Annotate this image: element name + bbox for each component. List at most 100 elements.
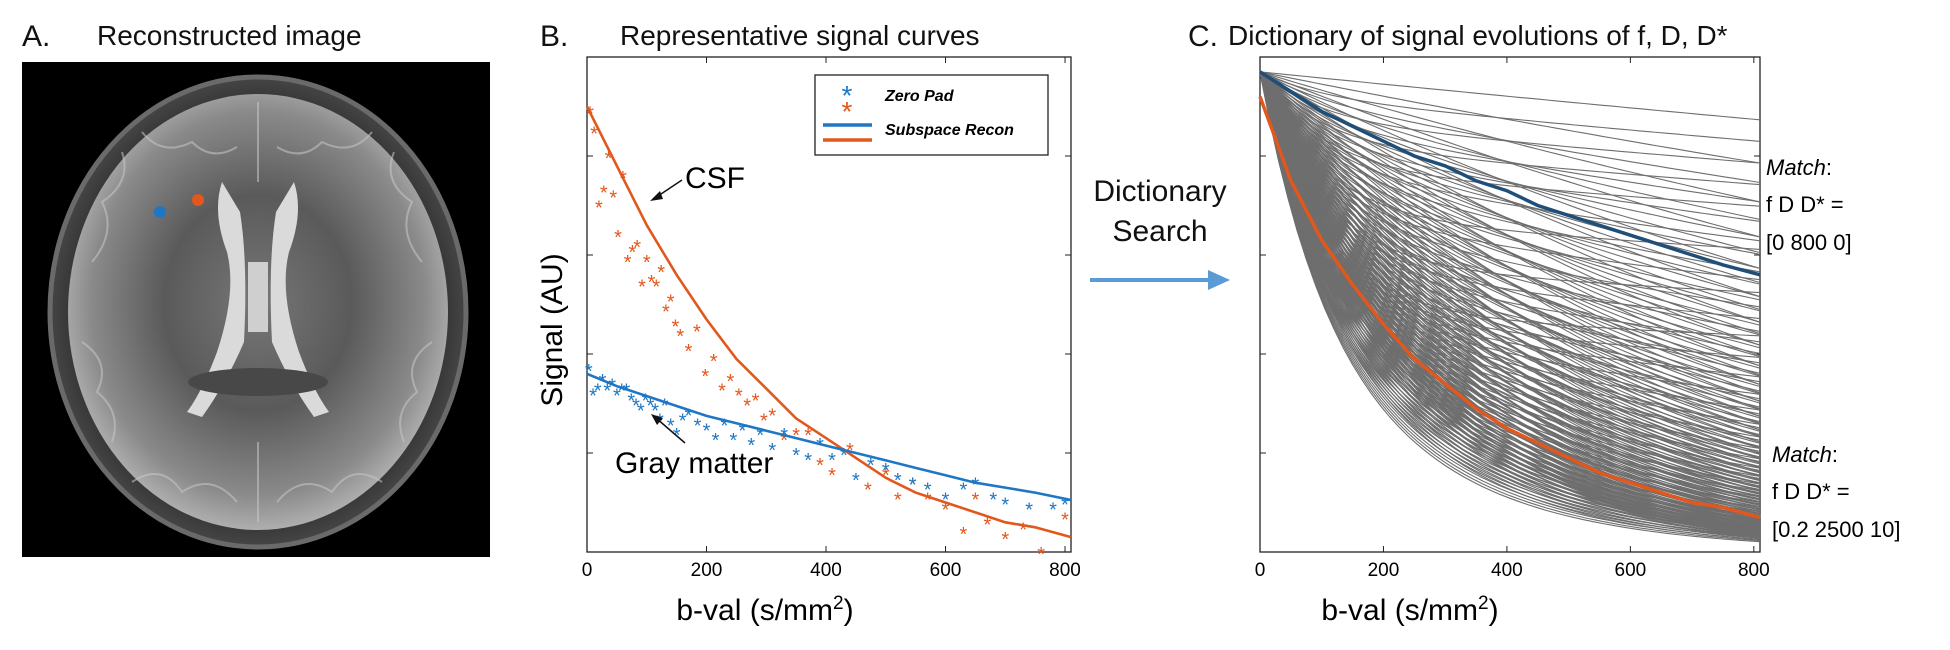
match-curve-csf-match bbox=[1258, 95, 1761, 520]
dictionary-curve bbox=[1259, 71, 1761, 203]
dictionary-curve bbox=[1259, 71, 1761, 408]
data-point-gray-matter-zero-pad: * bbox=[756, 425, 764, 447]
data-point-csf-zero-pad: * bbox=[667, 292, 675, 314]
dictionary-curve bbox=[1259, 71, 1761, 536]
data-point-csf-zero-pad: * bbox=[600, 183, 608, 205]
data-point-csf-zero-pad: * bbox=[727, 371, 735, 393]
b-x-tick-label: 400 bbox=[810, 560, 842, 581]
dictionary-curve bbox=[1259, 71, 1761, 404]
data-point-csf-zero-pad: * bbox=[804, 425, 812, 447]
panel-a-label: A. bbox=[22, 20, 51, 53]
csf-point bbox=[192, 194, 204, 206]
data-point-gray-matter-zero-pad: * bbox=[1001, 495, 1009, 517]
dictionary-curve bbox=[1259, 71, 1761, 349]
legend-subspace-recon: Subspace Recon bbox=[885, 122, 1014, 139]
gray-matter-point bbox=[154, 206, 166, 218]
data-point-csf-zero-pad: * bbox=[768, 405, 776, 427]
panel-b-title: Representative signal curves bbox=[620, 20, 980, 51]
dictionary-curve bbox=[1259, 71, 1761, 539]
data-point-gray-matter-zero-pad: * bbox=[679, 410, 687, 432]
data-point-csf-zero-pad: * bbox=[633, 237, 641, 259]
panel-c: C. Dictionary of signal evolutions of f,… bbox=[1180, 0, 1950, 650]
data-point-csf-zero-pad: * bbox=[735, 386, 743, 408]
dictionary-chart: 0 200 400 600 800 b-val (s/mm2) Match: f D D… bbox=[1255, 56, 1900, 627]
data-point-gray-matter-zero-pad: * bbox=[852, 470, 860, 492]
data-point-csf-zero-pad: * bbox=[909, 475, 917, 497]
match-annotation-gray-matter: Match: f D D* = [0 800 0] bbox=[1766, 155, 1852, 255]
data-point-csf-zero-pad: * bbox=[672, 316, 680, 338]
panel-a-title: Reconstructed image bbox=[97, 20, 362, 51]
dictionary-curve bbox=[1259, 71, 1761, 184]
dictionary-curve bbox=[1259, 71, 1761, 543]
panel-c-title: Dictionary of signal evolutions of f, D,… bbox=[1228, 20, 1728, 51]
dictionary-curve bbox=[1259, 71, 1761, 343]
c-axes-frame bbox=[1259, 56, 1761, 553]
dictionary-curve bbox=[1259, 71, 1761, 473]
data-point-gray-matter-zero-pad: * bbox=[729, 430, 737, 452]
dictionary-curve bbox=[1259, 71, 1761, 269]
data-point-csf-zero-pad: * bbox=[864, 480, 872, 502]
data-point-csf-zero-pad: * bbox=[657, 262, 665, 284]
dictionary-curve bbox=[1259, 71, 1761, 423]
dictionary-curve bbox=[1259, 71, 1761, 417]
data-point-csf-zero-pad: * bbox=[1001, 529, 1009, 551]
dictionary-curve bbox=[1259, 71, 1761, 238]
data-point-gray-matter-zero-pad: * bbox=[828, 450, 836, 472]
data-point-csf-zero-pad: * bbox=[780, 430, 788, 452]
dictionary-curve bbox=[1259, 71, 1761, 346]
data-point-gray-matter-zero-pad: * bbox=[738, 420, 746, 442]
data-point-gray-matter-zero-pad: * bbox=[792, 445, 800, 467]
data-point-csf-zero-pad: * bbox=[816, 455, 824, 477]
dictionary-curve bbox=[1259, 71, 1761, 455]
dictionary-search-arrow: Dictionary Search bbox=[1080, 175, 1240, 295]
dictionary-curve bbox=[1259, 71, 1761, 539]
signal-curves-chart: 0 200 400 600 800************************* **… bbox=[536, 56, 1080, 627]
c-x-tick-label: 400 bbox=[1491, 560, 1523, 581]
dictionary-curve bbox=[1259, 71, 1761, 525]
svg-text:f D D* =: f D D* = bbox=[1772, 479, 1850, 504]
data-point-csf-zero-pad: * bbox=[894, 490, 902, 512]
data-point-csf-zero-pad: * bbox=[605, 148, 613, 170]
dictionary-curve bbox=[1259, 71, 1761, 388]
dictionary-curve bbox=[1259, 71, 1761, 220]
data-point-csf-zero-pad: * bbox=[792, 425, 800, 447]
dictionary-curve bbox=[1259, 71, 1761, 386]
c-x-tick-label: 600 bbox=[1615, 560, 1647, 581]
dictionary-curve bbox=[1259, 71, 1761, 506]
data-point-gray-matter-zero-pad: * bbox=[594, 381, 602, 403]
data-point-csf-zero-pad: * bbox=[652, 277, 660, 299]
data-point-csf-zero-pad: * bbox=[924, 490, 932, 512]
data-point-gray-matter-zero-pad: * bbox=[909, 475, 917, 497]
data-point-gray-matter-zero-pad: * bbox=[627, 391, 635, 413]
svg-text:f D D* =: f D D* = bbox=[1766, 192, 1844, 217]
c-x-tick-label: 0 bbox=[1255, 560, 1266, 581]
dictionary-curve bbox=[1259, 71, 1761, 419]
data-point-csf-zero-pad: * bbox=[718, 381, 726, 403]
dictionary-curve bbox=[1259, 71, 1761, 121]
data-point-csf-zero-pad: * bbox=[1037, 544, 1045, 566]
fit-line-csf-subspace-recon bbox=[585, 105, 1072, 539]
dictionary-curve bbox=[1259, 71, 1761, 538]
data-point-csf-zero-pad: * bbox=[882, 465, 890, 487]
dictionary-curve bbox=[1259, 71, 1761, 142]
data-point-csf-zero-pad: * bbox=[828, 465, 836, 487]
panel-b-label: B. bbox=[540, 20, 569, 53]
data-point-gray-matter-zero-pad: * bbox=[694, 415, 702, 437]
gyri-texture bbox=[81, 102, 433, 522]
lateral-ventricle-left bbox=[187, 182, 246, 417]
data-point-gray-matter-zero-pad: * bbox=[747, 435, 755, 457]
dictionary-curve bbox=[1259, 71, 1761, 443]
data-point-gray-matter-zero-pad: * bbox=[585, 361, 593, 383]
legend-asterisk-blue: * bbox=[842, 80, 853, 111]
dictionary-curve bbox=[1259, 71, 1761, 402]
dictionary-curves bbox=[1259, 71, 1761, 543]
dictionary-curve bbox=[1259, 71, 1761, 537]
b-x-tick-label: 600 bbox=[930, 560, 962, 581]
panel-b: B. Representative signal curves 0 200 400 6… bbox=[520, 0, 1080, 650]
data-point-csf-zero-pad: * bbox=[1061, 509, 1069, 531]
data-point-csf-zero-pad: * bbox=[983, 514, 991, 536]
data-point-gray-matter-zero-pad: * bbox=[989, 490, 997, 512]
data-point-csf-zero-pad: * bbox=[710, 351, 718, 373]
data-point-gray-matter-zero-pad: * bbox=[608, 376, 616, 398]
data-point-gray-matter-zero-pad: * bbox=[960, 480, 968, 502]
